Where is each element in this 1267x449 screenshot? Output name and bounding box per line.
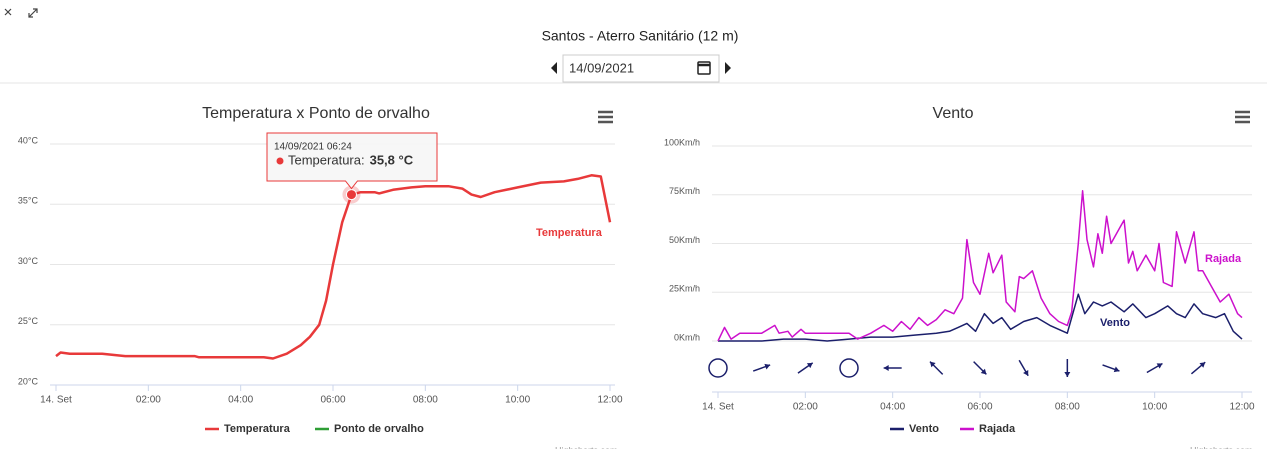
y-tick-label: 50Km/h xyxy=(669,235,700,245)
credits: Highcharts.com xyxy=(1190,445,1253,449)
arrow-head xyxy=(980,368,987,375)
wind-arrow xyxy=(752,363,771,372)
y-tick-label: 35°C xyxy=(18,196,39,206)
x-tick-label: 12:00 xyxy=(1229,402,1254,413)
x-tick-label: 08:00 xyxy=(1055,402,1080,413)
series-line xyxy=(717,190,1243,342)
arrow-head xyxy=(764,363,771,370)
menu-icon[interactable] xyxy=(1235,110,1250,124)
tooltip-value: 35,8 °C xyxy=(370,152,414,167)
series-end-label: Temperatura xyxy=(536,227,603,239)
series-end-label: Rajada xyxy=(1205,253,1242,265)
y-tick-label: 25°C xyxy=(18,316,39,326)
legend-label: Rajada xyxy=(979,423,1016,435)
tooltip-label: Temperatura: xyxy=(288,152,365,167)
hover-point xyxy=(345,189,357,201)
legend-label: Vento xyxy=(909,423,939,435)
calendar-icon[interactable] xyxy=(697,61,711,75)
chart-title: Temperatura x Ponto de orvalho xyxy=(202,105,430,122)
series-line xyxy=(55,174,612,360)
x-tick-label: 08:00 xyxy=(413,395,438,406)
wind-arrow xyxy=(973,361,987,375)
arrow-head xyxy=(1113,366,1120,373)
tooltip-time: 14/09/2021 06:24 xyxy=(274,142,352,153)
next-day[interactable] xyxy=(725,62,731,74)
x-tick-label: 10:00 xyxy=(505,395,530,406)
arrow-head xyxy=(929,361,936,368)
legend-label: Ponto de orvalho xyxy=(334,423,424,435)
wind-arrow xyxy=(1102,364,1120,373)
x-tick-label: 14. Set xyxy=(702,402,734,413)
y-tick-label: 20°C xyxy=(18,376,39,386)
wind-arrow xyxy=(929,361,944,375)
wind-arrow xyxy=(1064,359,1071,377)
page-title: Santos - Aterro Sanitário (12 m) xyxy=(542,28,739,44)
x-tick-label: 04:00 xyxy=(880,402,905,413)
y-tick-label: 0Km/h xyxy=(674,332,700,342)
legend-label: Temperatura xyxy=(224,423,291,435)
wind-arrow xyxy=(797,362,814,374)
chart-title: Vento xyxy=(933,105,974,122)
calm-marker xyxy=(839,358,859,378)
tooltip-dot xyxy=(276,157,284,165)
x-tick-label: 02:00 xyxy=(793,402,818,413)
y-tick-label: 40°C xyxy=(18,135,39,145)
x-tick-label: 12:00 xyxy=(597,395,622,406)
wind-arrow xyxy=(883,365,902,371)
expand-icon[interactable] xyxy=(28,8,38,18)
arrow-head xyxy=(883,365,889,371)
x-tick-label: 10:00 xyxy=(1142,402,1167,413)
calm-marker xyxy=(708,358,728,378)
date-input[interactable] xyxy=(562,54,720,83)
x-tick-label: 04:00 xyxy=(228,395,253,406)
wind-arrow xyxy=(1190,361,1206,375)
tooltip-box xyxy=(266,132,438,190)
x-tick-label: 14. Set xyxy=(40,395,72,406)
prev-day[interactable] xyxy=(551,62,557,74)
series-end-label: Vento xyxy=(1100,317,1130,329)
y-tick-label: 30°C xyxy=(18,256,39,266)
series-line xyxy=(718,293,1243,342)
x-tick-label: 02:00 xyxy=(136,395,161,406)
close-icon[interactable] xyxy=(4,8,12,16)
x-tick-label: 06:00 xyxy=(320,395,345,406)
arrow-head xyxy=(1064,372,1071,377)
arrow-head xyxy=(1199,362,1206,368)
arrow-head xyxy=(1156,363,1163,369)
arrow-head xyxy=(1023,369,1029,376)
date-value: 14/09/2021 xyxy=(569,60,634,75)
menu-icon[interactable] xyxy=(598,110,613,124)
wind-arrow xyxy=(1146,362,1163,374)
arrow-head xyxy=(806,362,813,369)
y-tick-label: 25Km/h xyxy=(669,284,700,294)
x-tick-label: 06:00 xyxy=(967,402,992,413)
credits: Highcharts.com xyxy=(555,445,618,449)
y-tick-label: 100Km/h xyxy=(664,137,700,147)
wind-arrow xyxy=(1018,359,1029,377)
y-tick-label: 75Km/h xyxy=(669,186,700,196)
